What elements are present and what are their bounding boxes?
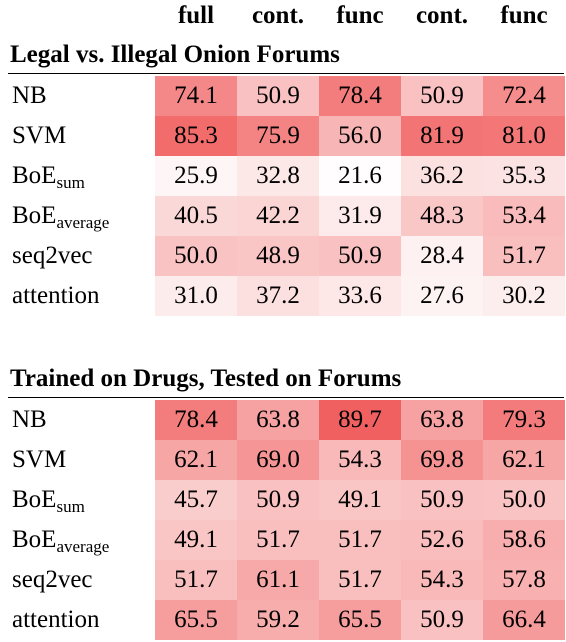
row-label: SVM [12,440,66,480]
row-label: BoEsum [12,480,85,520]
heat-cell: 50.9 [401,480,483,520]
row-label: attention [12,276,99,316]
heat-cell: 37.2 [237,276,319,316]
row-label-text: NB [12,406,47,433]
heat-cell: 65.5 [155,600,237,640]
heat-cell: 31.9 [319,196,401,236]
row-label-text: BoE [12,162,57,189]
row-label: BoEaverage [12,520,109,560]
row-label-text: BoE [12,526,57,553]
heat-cell: 36.2 [401,156,483,196]
row-label: seq2vec [12,560,93,600]
heat-cell: 50.9 [401,76,483,116]
heat-cell: 61.1 [237,560,319,600]
heat-cell: 65.5 [319,600,401,640]
heat-cell: 54.3 [319,440,401,480]
heat-cell: 66.4 [483,600,565,640]
row-label-text: SVM [12,446,67,473]
heat-cell: 45.7 [155,480,237,520]
heat-cell: 50.9 [401,600,483,640]
heat-cell: 28.4 [401,236,483,276]
heat-cell: 62.1 [155,440,237,480]
heat-cell: 30.2 [483,276,565,316]
heat-cell: 40.5 [155,196,237,236]
row-label-text: attention [12,282,100,309]
heat-cell: 48.3 [401,196,483,236]
heat-cell: 89.7 [319,400,401,440]
row-label-subscript: sum [56,173,85,192]
row-label: BoEaverage [12,196,109,236]
section-rule [8,73,564,74]
section-rule [8,397,564,398]
heat-cell: 81.9 [401,116,483,156]
heat-cell: 78.4 [319,76,401,116]
row-label-text: seq2vec [12,566,93,593]
heat-cell: 56.0 [319,116,401,156]
column-header: func [500,2,548,29]
row-label-text: BoE [12,202,57,229]
row-label-subscript: average [56,537,110,556]
heat-cell: 49.1 [155,520,237,560]
row-label-text: SVM [12,122,67,149]
heat-cell: 51.7 [319,560,401,600]
row-label: BoEsum [12,156,85,196]
column-header: func [336,2,384,29]
row-label-text: seq2vec [12,242,93,269]
heat-cell: 49.1 [319,480,401,520]
heat-cell: 69.8 [401,440,483,480]
row-label-subscript: sum [56,497,85,516]
heat-cell: 50.9 [237,76,319,116]
heat-cell: 79.3 [483,400,565,440]
heat-cell: 48.9 [237,236,319,276]
heat-cell: 50.0 [155,236,237,276]
heat-cell: 32.8 [237,156,319,196]
heat-cell: 31.0 [155,276,237,316]
heat-cell: 85.3 [155,116,237,156]
column-header: full [177,2,215,29]
heat-cell: 78.4 [155,400,237,440]
row-label: NB [12,400,47,440]
heat-cell: 51.7 [483,236,565,276]
row-label-text: attention [12,606,100,633]
heat-cell: 74.1 [155,76,237,116]
row-label: SVM [12,116,66,156]
row-label: attention [12,600,99,640]
heat-cell: 35.3 [483,156,565,196]
row-label: seq2vec [12,236,93,276]
column-header: cont. [415,2,469,29]
heat-cell: 81.0 [483,116,565,156]
heat-cell: 33.6 [319,276,401,316]
heat-cell: 63.8 [401,400,483,440]
row-label-text: NB [12,82,47,109]
heat-cell: 62.1 [483,440,565,480]
heat-cell: 72.4 [483,76,565,116]
section-title: Legal vs. Illegal Onion Forums [10,41,340,68]
heat-cell: 58.6 [483,520,565,560]
row-label-text: BoE [12,486,57,513]
heat-cell: 51.7 [155,560,237,600]
heat-cell: 51.7 [237,520,319,560]
heat-cell: 52.6 [401,520,483,560]
heat-cell: 27.6 [401,276,483,316]
heat-cell: 50.0 [483,480,565,520]
heat-cell: 63.8 [237,400,319,440]
heat-cell: 54.3 [401,560,483,600]
heat-cell: 69.0 [237,440,319,480]
row-label-subscript: average [56,213,110,232]
heat-cell: 75.9 [237,116,319,156]
heat-cell: 50.9 [319,236,401,276]
heat-cell: 42.2 [237,196,319,236]
column-header: cont. [251,2,305,29]
heat-cell: 21.6 [319,156,401,196]
heat-cell: 59.2 [237,600,319,640]
section-title: Trained on Drugs, Tested on Forums [10,365,402,392]
heat-cell: 51.7 [319,520,401,560]
heat-cell: 25.9 [155,156,237,196]
heat-cell: 57.8 [483,560,565,600]
heat-cell: 53.4 [483,196,565,236]
row-label: NB [12,76,47,116]
heat-cell: 50.9 [237,480,319,520]
